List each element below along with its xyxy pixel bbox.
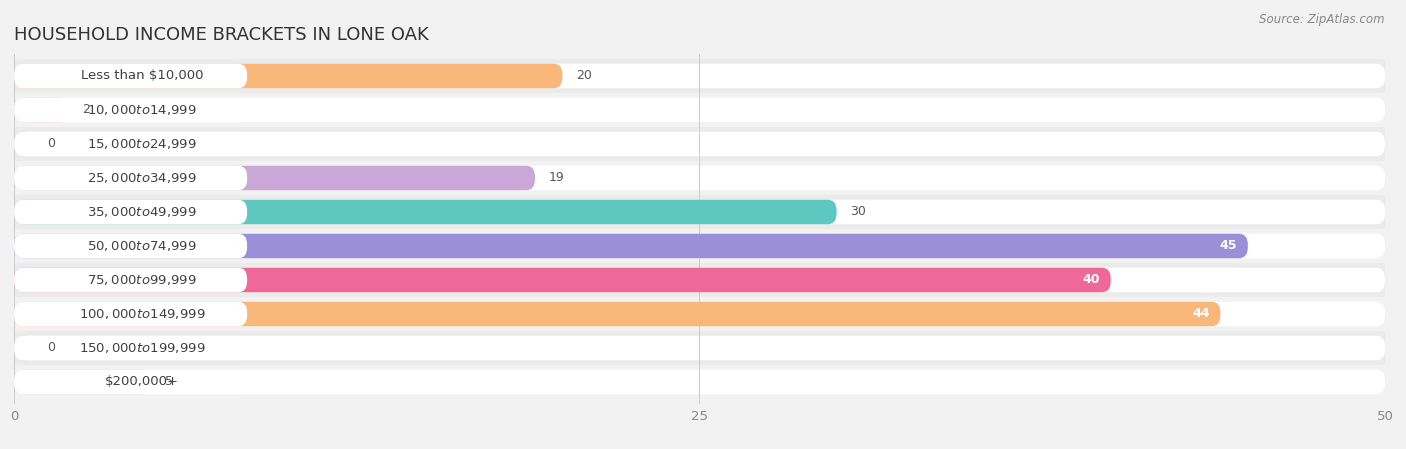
Text: 5: 5	[165, 375, 173, 388]
FancyBboxPatch shape	[14, 64, 562, 88]
Text: 44: 44	[1192, 308, 1209, 321]
FancyBboxPatch shape	[14, 98, 69, 122]
Text: 19: 19	[548, 172, 564, 185]
FancyBboxPatch shape	[14, 200, 1385, 224]
FancyBboxPatch shape	[14, 370, 1385, 394]
FancyBboxPatch shape	[14, 268, 1111, 292]
Text: $25,000 to $34,999: $25,000 to $34,999	[87, 171, 197, 185]
FancyBboxPatch shape	[14, 166, 247, 190]
Text: $150,000 to $199,999: $150,000 to $199,999	[79, 341, 205, 355]
FancyBboxPatch shape	[14, 64, 1385, 88]
FancyBboxPatch shape	[14, 302, 1220, 326]
FancyBboxPatch shape	[14, 166, 1385, 190]
FancyBboxPatch shape	[14, 132, 247, 156]
FancyBboxPatch shape	[14, 336, 34, 360]
Text: $35,000 to $49,999: $35,000 to $49,999	[87, 205, 197, 219]
FancyBboxPatch shape	[14, 64, 247, 88]
Text: $75,000 to $99,999: $75,000 to $99,999	[87, 273, 197, 287]
FancyBboxPatch shape	[14, 234, 1249, 258]
Text: 0: 0	[48, 342, 55, 355]
FancyBboxPatch shape	[14, 132, 1385, 156]
Text: $100,000 to $149,999: $100,000 to $149,999	[79, 307, 205, 321]
FancyBboxPatch shape	[14, 302, 1385, 326]
Bar	[14, 365, 1385, 399]
FancyBboxPatch shape	[14, 268, 247, 292]
Bar	[14, 297, 1385, 331]
FancyBboxPatch shape	[14, 234, 247, 258]
Bar	[14, 161, 1385, 195]
Text: 30: 30	[851, 206, 866, 219]
FancyBboxPatch shape	[14, 234, 1385, 258]
Text: 40: 40	[1083, 273, 1099, 286]
FancyBboxPatch shape	[14, 336, 1385, 360]
Bar	[14, 93, 1385, 127]
Bar	[14, 229, 1385, 263]
FancyBboxPatch shape	[14, 98, 247, 122]
Text: 0: 0	[48, 137, 55, 150]
Text: Source: ZipAtlas.com: Source: ZipAtlas.com	[1260, 13, 1385, 26]
Text: $50,000 to $74,999: $50,000 to $74,999	[87, 239, 197, 253]
FancyBboxPatch shape	[14, 98, 1385, 122]
Text: HOUSEHOLD INCOME BRACKETS IN LONE OAK: HOUSEHOLD INCOME BRACKETS IN LONE OAK	[14, 26, 429, 44]
FancyBboxPatch shape	[14, 200, 837, 224]
FancyBboxPatch shape	[14, 200, 247, 224]
FancyBboxPatch shape	[14, 132, 34, 156]
FancyBboxPatch shape	[14, 302, 247, 326]
Text: 45: 45	[1219, 239, 1237, 252]
Text: $200,000+: $200,000+	[105, 375, 179, 388]
FancyBboxPatch shape	[14, 370, 152, 394]
Bar	[14, 263, 1385, 297]
Text: 2: 2	[83, 103, 90, 116]
Text: 20: 20	[576, 70, 592, 83]
Text: Less than $10,000: Less than $10,000	[82, 70, 204, 83]
FancyBboxPatch shape	[14, 370, 247, 394]
Bar	[14, 127, 1385, 161]
FancyBboxPatch shape	[14, 268, 1385, 292]
Bar	[14, 331, 1385, 365]
Text: $10,000 to $14,999: $10,000 to $14,999	[87, 103, 197, 117]
FancyBboxPatch shape	[14, 336, 247, 360]
Bar	[14, 59, 1385, 93]
FancyBboxPatch shape	[14, 166, 534, 190]
Bar	[14, 195, 1385, 229]
Text: $15,000 to $24,999: $15,000 to $24,999	[87, 137, 197, 151]
